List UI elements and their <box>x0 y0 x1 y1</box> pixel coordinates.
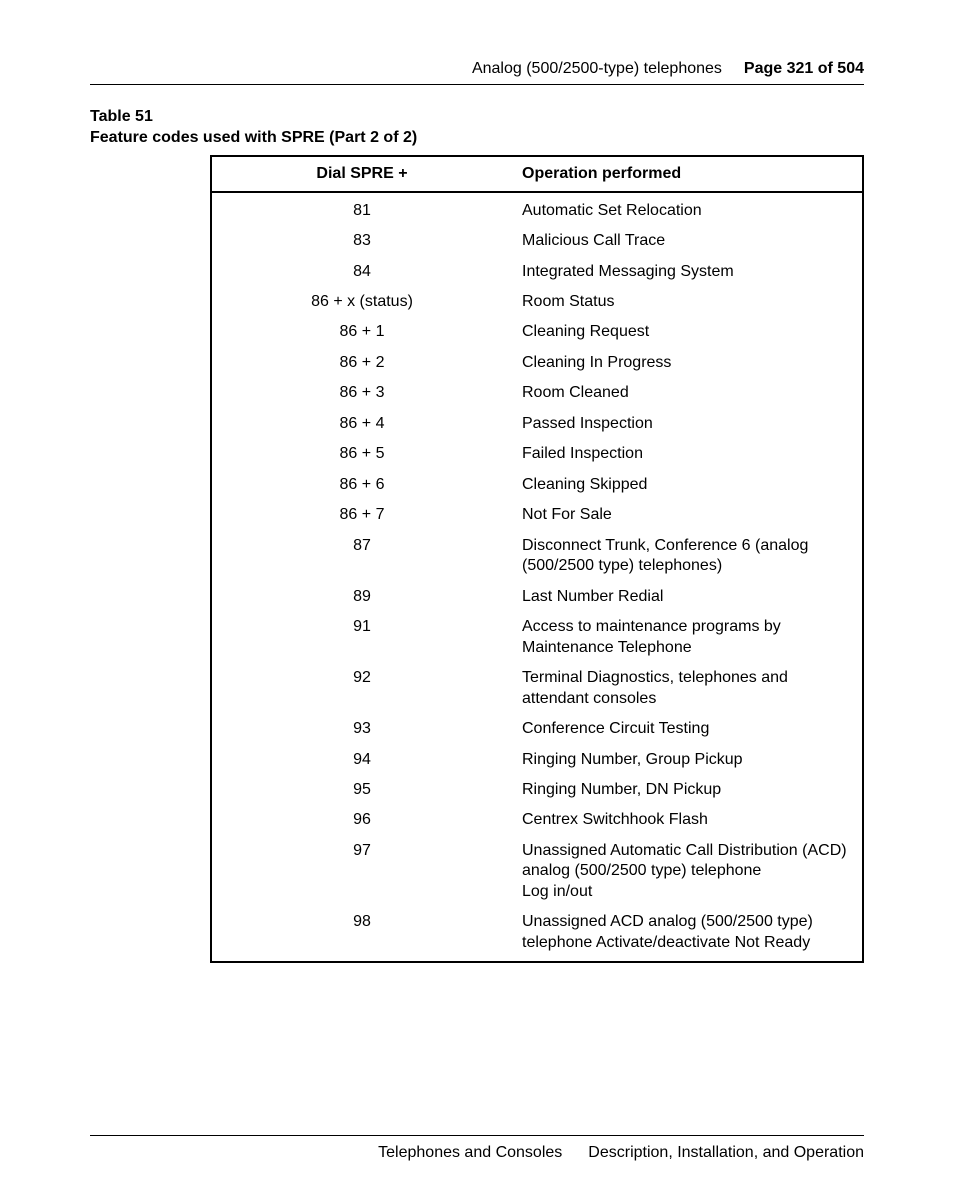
table-container: Dial SPRE + Operation performed 81Automa… <box>210 155 864 964</box>
cell-operation: Room Status <box>512 287 863 317</box>
header-page-number: Page 321 of 504 <box>744 60 864 78</box>
header-section-title: Analog (500/2500-type) telephones <box>472 60 722 78</box>
table-number: Table 51 <box>90 107 864 128</box>
cell-dial: 86 + 3 <box>211 378 512 408</box>
cell-dial: 86 + 5 <box>211 439 512 469</box>
footer-right: Description, Installation, and Operation <box>588 1144 864 1162</box>
cell-dial: 91 <box>211 612 512 663</box>
cell-operation: Disconnect Trunk, Conference 6 (analog (… <box>512 531 863 582</box>
table-row: 86 + 6Cleaning Skipped <box>211 470 863 500</box>
cell-operation: Cleaning Skipped <box>512 470 863 500</box>
table-row: 98Unassigned ACD analog (500/2500 type) … <box>211 907 863 962</box>
page-footer: Telephones and Consoles Description, Ins… <box>90 1135 864 1162</box>
cell-dial: 86 + 7 <box>211 500 512 530</box>
cell-operation: Cleaning Request <box>512 317 863 347</box>
cell-operation: Malicious Call Trace <box>512 226 863 256</box>
cell-dial: 95 <box>211 775 512 805</box>
cell-operation: Ringing Number, DN Pickup <box>512 775 863 805</box>
cell-operation: Ringing Number, Group Pickup <box>512 745 863 775</box>
cell-dial: 94 <box>211 745 512 775</box>
page-header: Analog (500/2500-type) telephones Page 3… <box>90 60 864 85</box>
cell-operation: Unassigned Automatic Call Distribution (… <box>512 836 863 907</box>
footer-left: Telephones and Consoles <box>378 1144 562 1162</box>
table-row: 91Access to maintenance programs by Main… <box>211 612 863 663</box>
cell-operation: Last Number Redial <box>512 582 863 612</box>
cell-operation: Unassigned ACD analog (500/2500 type) te… <box>512 907 863 962</box>
table-row: 93Conference Circuit Testing <box>211 714 863 744</box>
table-row: 86 + 3Room Cleaned <box>211 378 863 408</box>
table-caption: Table 51 Feature codes used with SPRE (P… <box>90 107 864 149</box>
table-row: 84Integrated Messaging System <box>211 257 863 287</box>
feature-codes-table: Dial SPRE + Operation performed 81Automa… <box>210 155 864 964</box>
table-header-row: Dial SPRE + Operation performed <box>211 156 863 192</box>
table-row: 87Disconnect Trunk, Conference 6 (analog… <box>211 531 863 582</box>
cell-operation: Integrated Messaging System <box>512 257 863 287</box>
cell-operation: Not For Sale <box>512 500 863 530</box>
column-header-dial: Dial SPRE + <box>211 156 512 192</box>
cell-operation: Failed Inspection <box>512 439 863 469</box>
cell-dial: 86 + 4 <box>211 409 512 439</box>
table-row: 86 + 7Not For Sale <box>211 500 863 530</box>
cell-dial: 81 <box>211 192 512 226</box>
cell-operation: Terminal Diagnostics, telephones and att… <box>512 663 863 714</box>
table-row: 86 + x (status)Room Status <box>211 287 863 317</box>
table-title: Feature codes used with SPRE (Part 2 of … <box>90 128 864 149</box>
table-row: 81Automatic Set Relocation <box>211 192 863 226</box>
table-body: 81Automatic Set Relocation 83Malicious C… <box>211 192 863 963</box>
table-row: 97Unassigned Automatic Call Distribution… <box>211 836 863 907</box>
table-row: 95Ringing Number, DN Pickup <box>211 775 863 805</box>
table-row: 86 + 5Failed Inspection <box>211 439 863 469</box>
column-header-operation: Operation performed <box>512 156 863 192</box>
cell-dial: 98 <box>211 907 512 962</box>
table-row: 92Terminal Diagnostics, telephones and a… <box>211 663 863 714</box>
cell-dial: 86 + 2 <box>211 348 512 378</box>
cell-dial: 93 <box>211 714 512 744</box>
cell-dial: 97 <box>211 836 512 907</box>
table-row: 94Ringing Number, Group Pickup <box>211 745 863 775</box>
cell-dial: 86 + 1 <box>211 317 512 347</box>
table-row: 86 + 2Cleaning In Progress <box>211 348 863 378</box>
cell-operation: Conference Circuit Testing <box>512 714 863 744</box>
cell-operation: Centrex Switchhook Flash <box>512 805 863 835</box>
table-row: 89Last Number Redial <box>211 582 863 612</box>
table-row: 86 + 4Passed Inspection <box>211 409 863 439</box>
cell-dial: 87 <box>211 531 512 582</box>
document-page: Analog (500/2500-type) telephones Page 3… <box>0 0 954 1202</box>
cell-operation: Passed Inspection <box>512 409 863 439</box>
table-row: 86 + 1Cleaning Request <box>211 317 863 347</box>
table-row: 96Centrex Switchhook Flash <box>211 805 863 835</box>
cell-operation: Automatic Set Relocation <box>512 192 863 226</box>
cell-dial: 96 <box>211 805 512 835</box>
cell-dial: 86 + x (status) <box>211 287 512 317</box>
cell-operation: Room Cleaned <box>512 378 863 408</box>
cell-operation: Cleaning In Progress <box>512 348 863 378</box>
table-row: 83Malicious Call Trace <box>211 226 863 256</box>
cell-operation: Access to maintenance programs by Mainte… <box>512 612 863 663</box>
cell-dial: 89 <box>211 582 512 612</box>
cell-dial: 83 <box>211 226 512 256</box>
cell-dial: 92 <box>211 663 512 714</box>
cell-dial: 86 + 6 <box>211 470 512 500</box>
cell-dial: 84 <box>211 257 512 287</box>
